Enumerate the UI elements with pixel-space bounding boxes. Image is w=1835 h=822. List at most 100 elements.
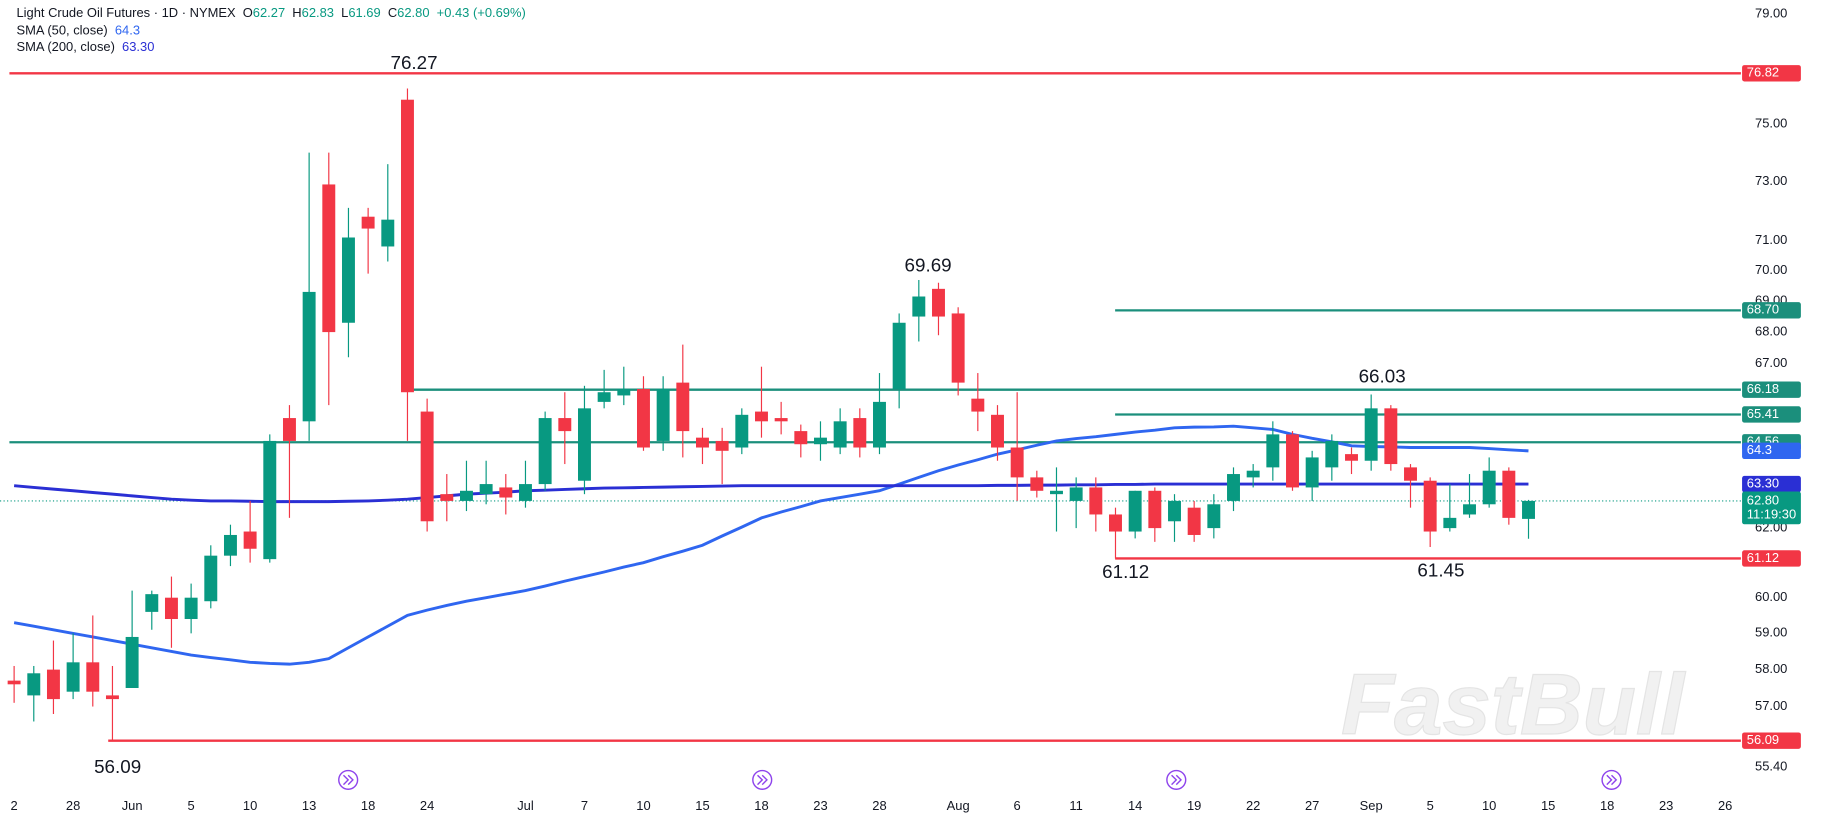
y-tick-label: 73.00: [1755, 173, 1787, 188]
event-icon: [1601, 769, 1622, 790]
event-icon: [752, 769, 773, 790]
price-badge: [1742, 302, 1801, 319]
event-icon: [1166, 769, 1187, 790]
symbol: Light Crude Oil Futures · 1D · NYMEX: [16, 5, 236, 20]
price-badge: [1742, 491, 1801, 525]
annotation: 76.27: [391, 52, 438, 73]
y-tick-label: 59.00: [1755, 625, 1787, 640]
candle-body: [518, 484, 532, 501]
x-tick-label: 11: [1069, 798, 1082, 813]
price-badge: [1742, 550, 1801, 567]
x-tick-label: 19: [1187, 798, 1201, 813]
candle-body: [1109, 514, 1122, 532]
x-tick-label: Sep: [1360, 798, 1383, 813]
price-badge: [1742, 475, 1801, 493]
ohlc-value: 62.27: [253, 5, 285, 20]
sma-legend: SMA (200, close) 63.30: [16, 39, 154, 54]
candle-body: [912, 296, 926, 317]
candle-body: [617, 389, 631, 396]
sma-value: 64.3: [115, 23, 140, 38]
candle-body: [7, 680, 21, 685]
candle-body: [105, 695, 119, 700]
candle-body: [86, 662, 100, 692]
event-icon: [342, 774, 354, 786]
x-tick-label: Jul: [517, 798, 534, 813]
candle-body: [1404, 467, 1417, 481]
price-badge-label: 61.12: [1747, 550, 1779, 565]
x-tick-label: 24: [420, 798, 434, 813]
candle-body: [420, 411, 434, 522]
candle-body: [341, 237, 355, 323]
candle-body: [1089, 487, 1103, 515]
price-badge: [1742, 65, 1801, 82]
ohlc-key: C: [388, 5, 397, 20]
candle-body: [223, 534, 237, 556]
candle-body: [263, 440, 277, 560]
candle-body: [538, 418, 552, 485]
candle-body: [1325, 440, 1339, 468]
price-badge-label: 56.09: [1747, 732, 1779, 747]
candle-body: [1384, 408, 1398, 465]
candle-body: [1286, 434, 1299, 488]
candle-body: [1502, 470, 1516, 518]
candle-body: [735, 414, 749, 448]
candle-body: [1227, 474, 1240, 501]
candle-body: [578, 408, 591, 481]
candle-body: [400, 99, 414, 393]
candle-body: [1522, 500, 1535, 519]
x-tick-label: Aug: [947, 798, 970, 813]
ohlc-key: H: [292, 5, 301, 20]
sma-name: SMA (50, close): [16, 23, 107, 38]
candle-body: [1010, 447, 1024, 478]
y-tick-label: 70.00: [1755, 262, 1787, 277]
candle-body: [951, 313, 965, 383]
sma-value: 63.30: [122, 39, 154, 54]
x-tick-label: 22: [1246, 798, 1260, 813]
candle-body: [302, 291, 316, 422]
candle-body: [755, 411, 768, 422]
y-tick-label: 60.00: [1755, 589, 1787, 604]
ohlc-key: O: [243, 5, 253, 20]
price-badge-label: 64.3: [1747, 442, 1772, 457]
candle-body: [1207, 504, 1221, 529]
price-badge-label: 65.41: [1747, 406, 1779, 421]
candle-body: [1482, 470, 1496, 505]
candle-body: [1443, 517, 1457, 529]
candle-body: [637, 389, 650, 448]
annotation: 61.45: [1417, 560, 1464, 581]
candle-body: [145, 594, 159, 612]
x-tick-label: 13: [302, 798, 316, 813]
y-tick-label: 67.00: [1755, 355, 1787, 370]
ohlc-key: L: [341, 5, 348, 20]
legend-header: Light Crude Oil Futures · 1D · NYMEX O62…: [16, 5, 525, 20]
candle-body: [1463, 504, 1476, 515]
candle-body: [1305, 457, 1319, 488]
candle-body: [184, 597, 198, 620]
candle-body: [1345, 454, 1358, 461]
price-badge: [1742, 406, 1801, 423]
candle-body: [1069, 487, 1083, 501]
x-tick-label: 6: [1014, 798, 1021, 813]
annotation: 56.09: [94, 756, 141, 777]
candle-body: [597, 392, 611, 402]
price-badge-label: 63.30: [1747, 476, 1779, 491]
change: +0.43 (+0.69%): [437, 5, 526, 20]
candle-body: [656, 389, 670, 441]
y-tick-label: 68.00: [1755, 324, 1787, 339]
x-tick-label: 10: [243, 798, 257, 813]
x-tick-label: 26: [1718, 798, 1732, 813]
candle-body: [1266, 434, 1280, 468]
x-tick-label: 18: [1600, 798, 1614, 813]
x-tick-label: 5: [1427, 798, 1434, 813]
price-badge-label: 62.80: [1747, 492, 1779, 507]
candle-body: [1168, 500, 1181, 522]
x-tick-label: 18: [361, 798, 375, 813]
price-badge: [1742, 732, 1801, 749]
candle-body: [696, 437, 709, 448]
x-tick-label: 18: [754, 798, 768, 813]
x-tick-label: 2: [11, 798, 18, 813]
candle-body: [66, 662, 80, 692]
x-tick-label: 28: [66, 798, 80, 813]
